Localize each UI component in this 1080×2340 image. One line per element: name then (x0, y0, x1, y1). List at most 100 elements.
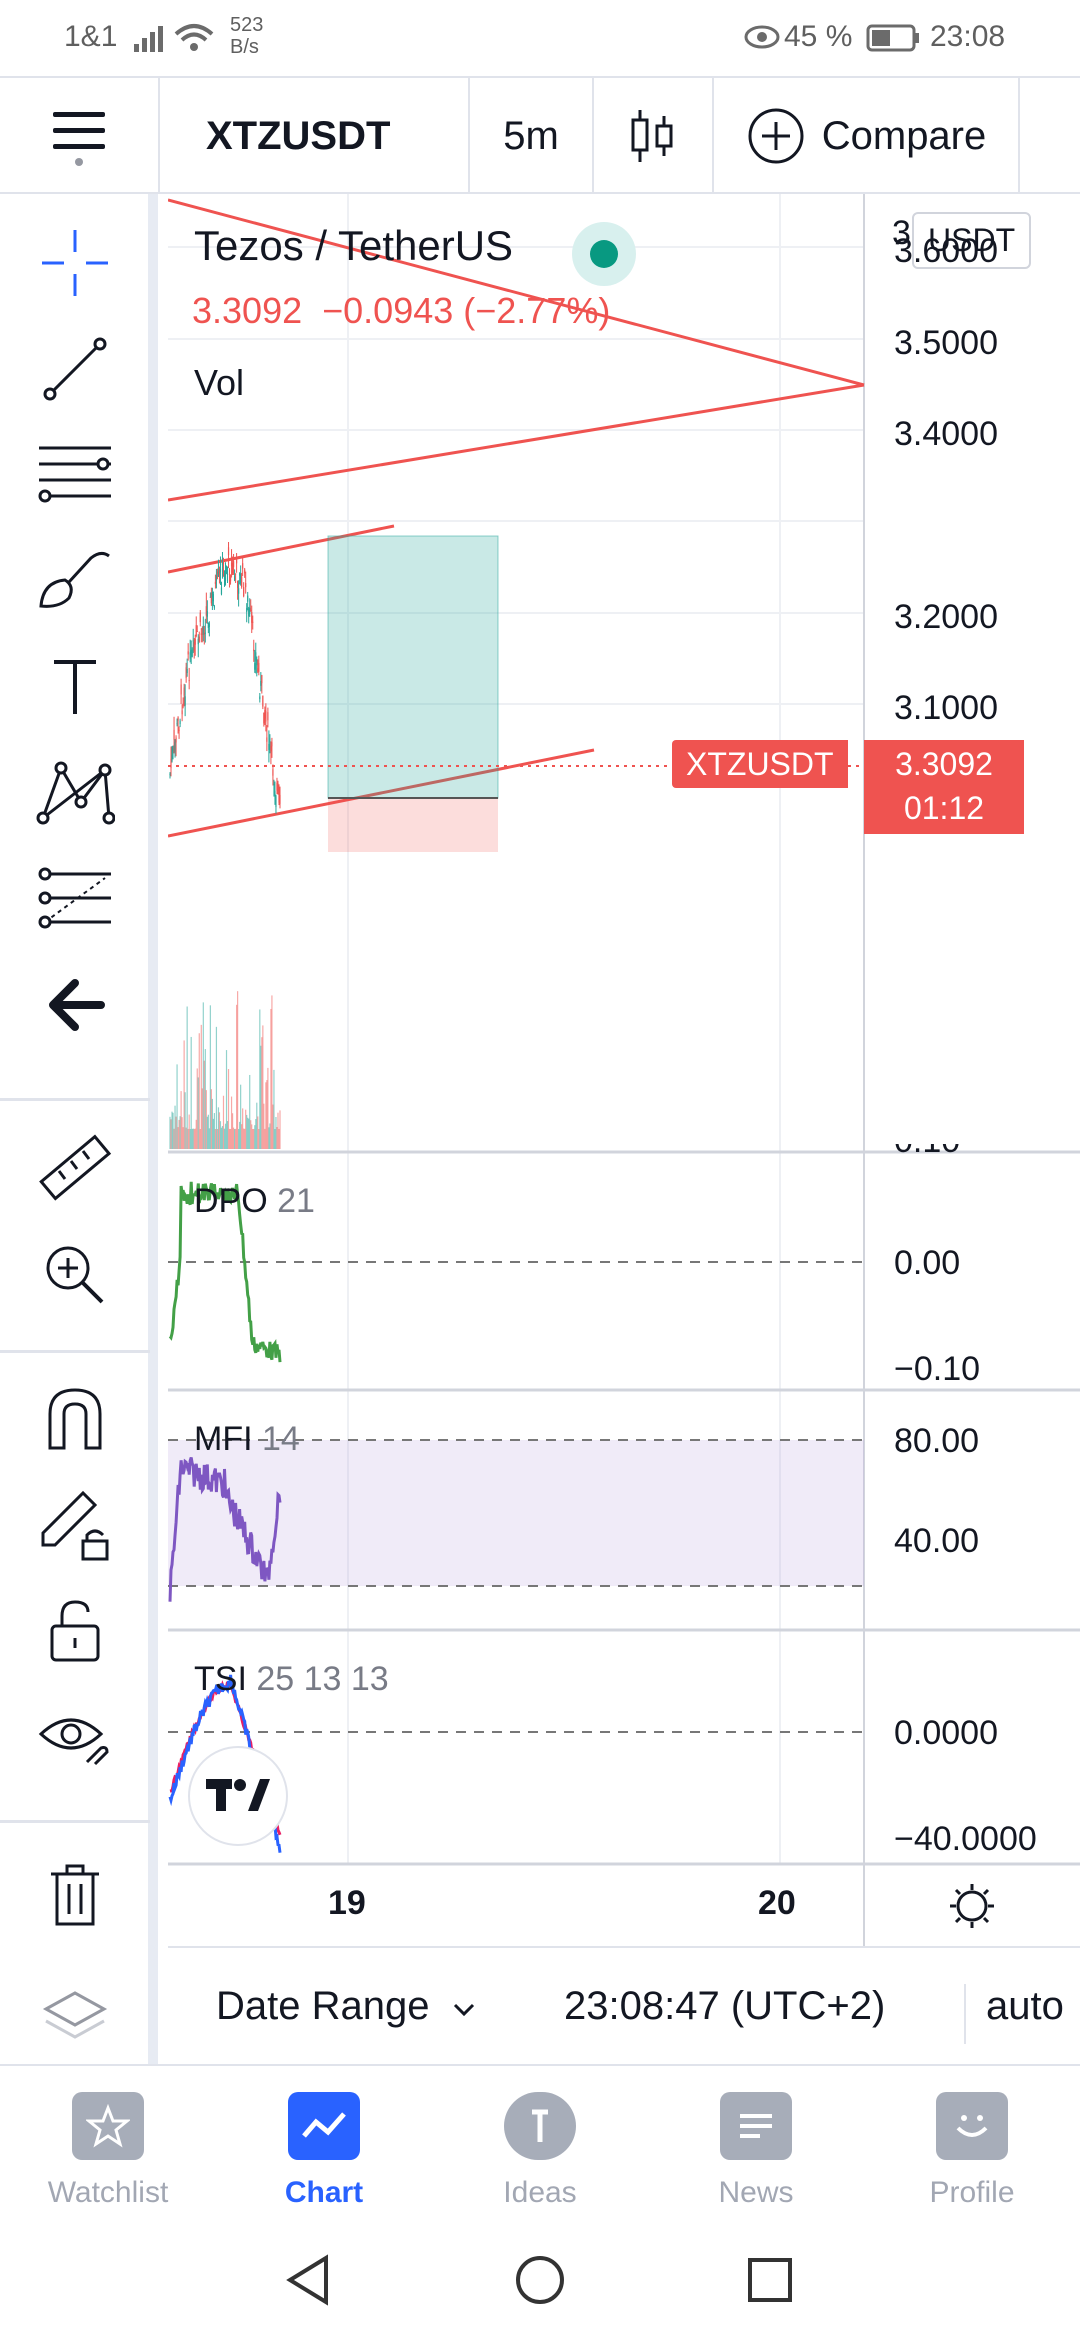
candle-body (223, 574, 226, 579)
chart-type-button[interactable] (594, 78, 714, 194)
candle-body (226, 573, 229, 575)
mfi-axis-label: 40.00 (894, 1522, 980, 1560)
price-label: 3.4000 (894, 415, 998, 453)
nav-watchlist[interactable]: Watchlist (28, 2092, 188, 2212)
volume-bar (186, 1006, 188, 1149)
nav-ideas[interactable]: Ideas (460, 2092, 620, 2212)
volume-bar (227, 1069, 230, 1149)
volume-bar (209, 1005, 211, 1149)
volume-bar (172, 1112, 174, 1149)
pattern-tool[interactable] (0, 748, 150, 838)
brush-tool[interactable] (0, 536, 150, 626)
measure-tool[interactable] (0, 1124, 150, 1214)
candle-body (259, 696, 261, 700)
timezone-clock[interactable]: 23:08:47 (UTC+2) (564, 1984, 886, 2028)
volume-bar (233, 1129, 236, 1149)
zoom-tool[interactable] (0, 1230, 150, 1320)
recents-square-icon[interactable] (742, 2252, 798, 2308)
chart-canvas[interactable] (168, 194, 1080, 1946)
nav-chart[interactable]: Chart (244, 2092, 404, 2212)
candle-body (175, 737, 177, 743)
volume-bar (174, 1105, 176, 1149)
time-label: 20 (758, 1884, 796, 1922)
forecast-tool[interactable] (0, 854, 150, 944)
visibility-button[interactable] (0, 1692, 150, 1782)
object-tree-button[interactable] (0, 1970, 150, 2060)
lock-drawings-button[interactable] (0, 1480, 150, 1570)
crosshair-tool[interactable] (0, 218, 150, 308)
candle-body (267, 712, 269, 721)
fibonacci-icon (38, 446, 111, 503)
volume-bar (254, 1125, 256, 1149)
chart-area[interactable]: Tezos / TetherUS 3.3092 −0.0943 (−2.77%)… (168, 194, 1080, 1946)
volume-bar (268, 1127, 270, 1149)
volume-bar (246, 1114, 248, 1149)
chart-bottom-bar: Date Range 23:08:47 (UTC+2) auto (168, 1946, 1080, 2064)
eye-icon (38, 1718, 109, 1766)
candle-body (268, 743, 270, 750)
trend-line-icon (43, 337, 107, 401)
dpo-axis-label: −0.10 (894, 1350, 981, 1388)
fib-tool[interactable] (0, 430, 150, 520)
volume-bar (223, 1128, 226, 1149)
market-status-indicator[interactable] (572, 222, 636, 286)
legend-change: −0.0943 (−2.77%) (322, 290, 611, 331)
candle-body (250, 609, 252, 611)
price-label: 3.1000 (894, 689, 998, 727)
volume-bar (249, 1074, 251, 1149)
nav-profile[interactable]: Profile (892, 2092, 1052, 2212)
legend-price: 3.3092 (192, 290, 303, 331)
battery-icon (866, 24, 919, 52)
volume-bar (189, 1128, 191, 1149)
volume-bar (197, 1077, 199, 1149)
currency-badge[interactable]: USDT (912, 212, 1032, 269)
back-triangle-icon[interactable] (282, 2252, 338, 2308)
candle-body (170, 758, 172, 769)
back-button[interactable] (0, 960, 150, 1050)
volume-bar (216, 1128, 219, 1149)
price-series (169, 542, 281, 814)
magnet-icon (48, 1388, 102, 1450)
last-price-tag: 3.3092 01:12 (864, 740, 1024, 834)
candle-body (174, 741, 176, 752)
lock-button[interactable] (0, 1586, 150, 1676)
candle-body (215, 575, 218, 581)
symbol-button[interactable]: XTZUSDT (160, 78, 470, 194)
interval-button[interactable]: 5m (470, 78, 594, 194)
mfi-legend: MFI 14 (194, 1420, 300, 1458)
compare-button[interactable]: Compare (714, 78, 1020, 194)
tradingview-logo-icon (206, 1779, 270, 1811)
settings-gear-icon[interactable] (950, 1884, 994, 1928)
volume-bar (191, 1128, 193, 1149)
menu-button[interactable] (0, 78, 160, 194)
candle-body (220, 587, 223, 595)
volume-bar (200, 1024, 202, 1149)
volume-bar (210, 1089, 212, 1149)
text-tool[interactable] (0, 642, 150, 732)
long-position-profit-zone[interactable] (327, 535, 499, 799)
volume-bar (252, 1128, 254, 1149)
candle-body (201, 627, 203, 630)
magnet-button[interactable] (0, 1374, 150, 1464)
tsi-axis-label: 0.0000 (894, 1714, 998, 1752)
tradingview-logo[interactable] (188, 1746, 288, 1846)
volume-bar (237, 991, 239, 1149)
date-range-button[interactable]: Date Range (216, 1984, 477, 2029)
nav-news[interactable]: News (676, 2092, 836, 2212)
home-circle-icon[interactable] (512, 2252, 568, 2308)
volume-bar (271, 995, 273, 1149)
volume-bar (204, 1049, 206, 1149)
auto-scale-button[interactable]: auto (964, 1984, 1064, 2044)
trend-line-tool[interactable] (0, 324, 150, 414)
candle-body (221, 560, 224, 566)
volume-bar (169, 1116, 171, 1149)
candle-body (173, 729, 175, 740)
delete-button[interactable] (0, 1850, 150, 1940)
candle-body (263, 712, 265, 724)
volume-bar (217, 1107, 220, 1149)
long-position-stop-zone[interactable] (328, 798, 498, 852)
volume-bar (205, 1090, 207, 1149)
candle-body (257, 668, 259, 672)
candle-body (238, 588, 240, 594)
volume-bar (175, 1116, 177, 1149)
